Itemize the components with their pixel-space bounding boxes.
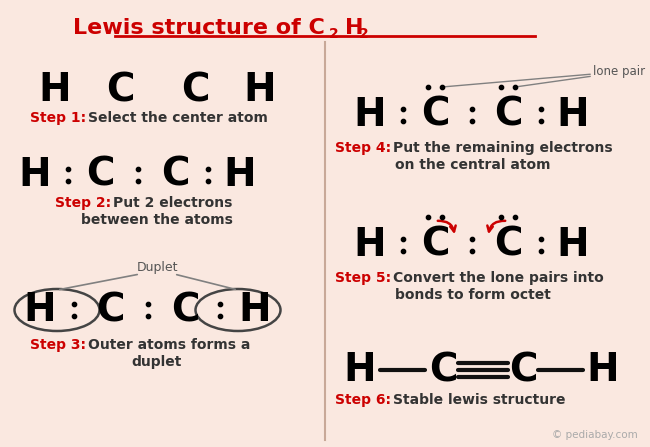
Text: C: C	[509, 351, 538, 389]
Text: C: C	[181, 71, 209, 109]
Text: bonds to form octet: bonds to form octet	[395, 288, 551, 302]
Text: H: H	[354, 96, 386, 134]
Text: C: C	[171, 291, 200, 329]
Text: H: H	[556, 226, 590, 264]
Text: Step 5:: Step 5:	[335, 271, 391, 285]
Text: H: H	[244, 71, 276, 109]
Text: H: H	[23, 291, 57, 329]
Text: C: C	[161, 156, 189, 194]
Text: H: H	[39, 71, 72, 109]
Text: Step 2:: Step 2:	[55, 196, 111, 210]
Text: H: H	[344, 351, 376, 389]
Text: Convert the lone pairs into: Convert the lone pairs into	[393, 271, 604, 285]
Text: Step 6:: Step 6:	[335, 393, 391, 407]
Text: H: H	[354, 226, 386, 264]
Text: 2: 2	[359, 27, 369, 41]
Text: Put the remaining electrons: Put the remaining electrons	[393, 141, 612, 155]
Text: Select the center atom: Select the center atom	[88, 111, 268, 125]
Text: Put 2 electrons: Put 2 electrons	[113, 196, 233, 210]
Text: between the atoms: between the atoms	[81, 213, 233, 227]
Text: Step 3:: Step 3:	[30, 338, 86, 352]
Text: C: C	[96, 291, 124, 329]
Text: H: H	[239, 291, 271, 329]
Text: C: C	[86, 156, 114, 194]
Text: C: C	[421, 226, 449, 264]
Text: H: H	[19, 156, 51, 194]
Text: Step 1:: Step 1:	[30, 111, 86, 125]
Text: Outer atoms forms a: Outer atoms forms a	[88, 338, 250, 352]
Text: C: C	[106, 71, 135, 109]
Text: lone pair: lone pair	[593, 66, 645, 79]
Text: C: C	[429, 351, 457, 389]
Text: H: H	[587, 351, 619, 389]
Text: Step 4:: Step 4:	[335, 141, 391, 155]
Text: Duplet: Duplet	[136, 261, 177, 274]
Text: Stable lewis structure: Stable lewis structure	[393, 393, 566, 407]
Text: Lewis structure of C: Lewis structure of C	[73, 18, 325, 38]
Text: C: C	[421, 96, 449, 134]
Text: H: H	[556, 96, 590, 134]
Text: H: H	[224, 156, 256, 194]
Text: H: H	[345, 18, 363, 38]
Text: © pediabay.com: © pediabay.com	[552, 430, 638, 440]
Text: 2: 2	[329, 27, 339, 41]
Text: C: C	[494, 96, 522, 134]
Text: on the central atom: on the central atom	[395, 158, 551, 172]
Text: C: C	[494, 226, 522, 264]
Text: duplet: duplet	[132, 355, 182, 369]
